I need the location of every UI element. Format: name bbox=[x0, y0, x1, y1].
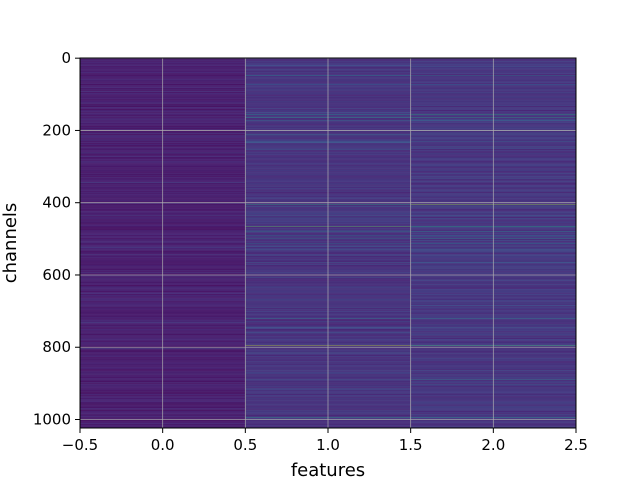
x-tick-label: −0.5 bbox=[62, 436, 98, 454]
x-tick-label: 1.0 bbox=[316, 436, 340, 454]
y-tick-label: 800 bbox=[42, 338, 71, 356]
x-tick-label: 1.5 bbox=[399, 436, 423, 454]
x-tick-label: 2.5 bbox=[564, 436, 588, 454]
y-tick-label: 400 bbox=[42, 194, 71, 212]
x-axis-label: features bbox=[291, 460, 365, 480]
y-tick-label: 200 bbox=[42, 121, 71, 139]
x-tick-label: 2.0 bbox=[481, 436, 505, 454]
y-tick-label: 0 bbox=[61, 49, 71, 67]
x-tick-label: 0.5 bbox=[233, 436, 257, 454]
x-tick-label: 0.0 bbox=[151, 436, 175, 454]
y-tick-label: 600 bbox=[42, 266, 71, 284]
y-tick-label: 1000 bbox=[33, 411, 71, 429]
y-axis-label: channels bbox=[0, 203, 21, 284]
y-axis: 0 200 400 600 800 1000 bbox=[33, 49, 80, 429]
x-axis: −0.5 0.0 0.5 1.0 1.5 2.0 2.5 bbox=[62, 428, 588, 454]
